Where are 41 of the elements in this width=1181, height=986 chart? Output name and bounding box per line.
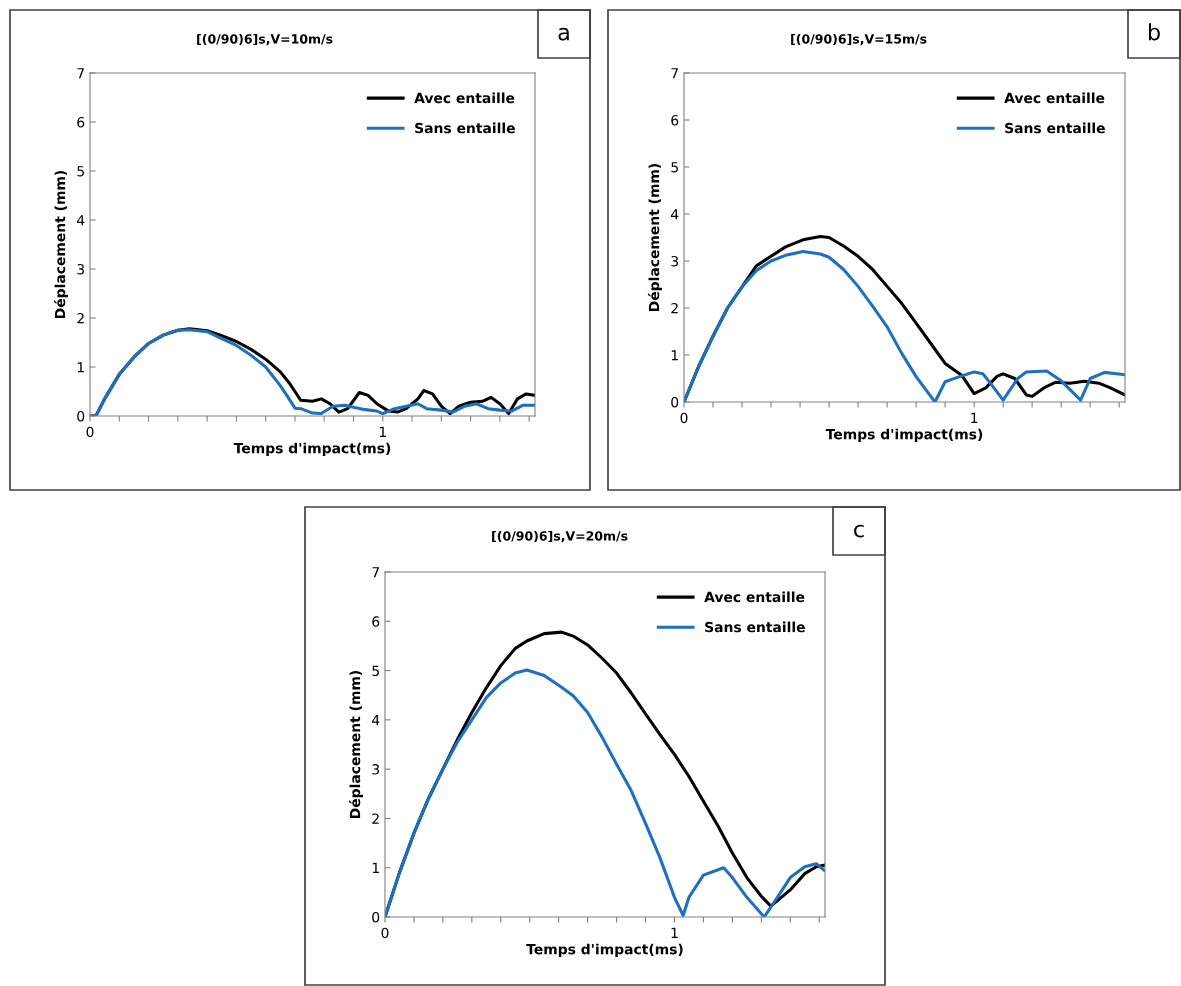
chart-title: [(0/90)6]s,V=20m/s bbox=[492, 530, 628, 543]
y-tick-label: 5 bbox=[77, 166, 84, 177]
y-tick-label: 5 bbox=[671, 162, 678, 173]
y-tick-label: 5 bbox=[372, 665, 379, 677]
text: c bbox=[854, 524, 864, 538]
x-axis-title: Temps d'impact(ms) bbox=[233, 442, 391, 457]
y-axis-title: Déplacement (mm) bbox=[53, 170, 68, 319]
x-axis-title: Temps d'impact(ms) bbox=[526, 943, 683, 958]
legend-label: Avec entaille bbox=[1004, 92, 1105, 104]
y-tick-label: 3 bbox=[671, 255, 679, 267]
y-tick-label: 3 bbox=[372, 764, 380, 775]
y-tick-label: 1 bbox=[77, 362, 84, 373]
y-tick-label: 2 bbox=[77, 312, 84, 324]
text: b bbox=[1148, 23, 1160, 41]
y-tick-label: 1 bbox=[671, 350, 678, 361]
text: a bbox=[558, 27, 569, 41]
y-tick-label: 0 bbox=[671, 396, 679, 408]
legend-label: Sans entaille bbox=[415, 122, 515, 134]
y-tick-label: 0 bbox=[372, 911, 380, 923]
y-tick-label: 3 bbox=[77, 263, 85, 275]
x-axis-title: Temps d'impact(ms) bbox=[825, 428, 983, 443]
y-tick-label: 4 bbox=[371, 715, 380, 726]
y-tick-label: 1 bbox=[372, 862, 379, 873]
y-tick-label: 6 bbox=[77, 116, 85, 128]
y-tick-label: 4 bbox=[76, 215, 85, 226]
y-tick-label: 4 bbox=[670, 209, 679, 220]
legend-label: Sans entaille bbox=[1005, 122, 1105, 134]
y-tick-label: 2 bbox=[671, 302, 678, 314]
legend-label: Avec entaille bbox=[704, 591, 805, 603]
y-axis-title: Déplacement (mm) bbox=[348, 670, 363, 819]
y-tick-label: 6 bbox=[671, 114, 679, 126]
legend-label: Avec entaille bbox=[414, 92, 515, 104]
y-axis-title: Déplacement (mm) bbox=[647, 163, 662, 312]
legend-label: Sans entaille bbox=[705, 621, 805, 633]
chart-title: [(0/90)6]s,V=15m/s bbox=[791, 33, 927, 46]
y-tick-label: 2 bbox=[372, 813, 379, 824]
y-tick-label: 7 bbox=[77, 68, 84, 79]
chart-title: [(0/90)6]s,V=10m/s bbox=[197, 33, 333, 46]
y-tick-label: 6 bbox=[372, 616, 380, 627]
y-tick-label: 7 bbox=[372, 567, 379, 578]
y-tick-label: 7 bbox=[671, 68, 678, 79]
